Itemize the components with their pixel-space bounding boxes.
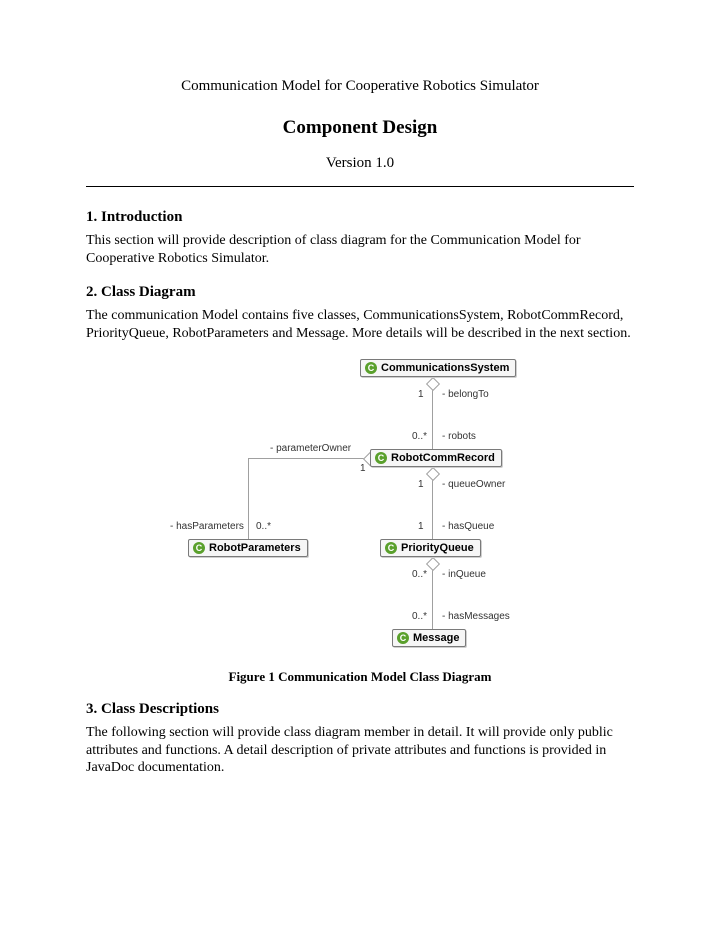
multiplicity-label: 0..* <box>412 569 427 580</box>
section-1-heading: 1. Introduction <box>86 209 634 226</box>
section-1-body: This section will provide description of… <box>86 232 634 268</box>
multiplicity-label: 1 <box>418 521 424 532</box>
class-priority-queue: C PriorityQueue <box>380 539 481 557</box>
document-page: Communication Model for Cooperative Robo… <box>0 0 720 932</box>
multiplicity-label: 1 <box>418 479 424 490</box>
class-name: Message <box>413 632 459 644</box>
class-robot-parameters: C RobotParameters <box>188 539 308 557</box>
role-label: - queueOwner <box>442 479 505 490</box>
connector-line <box>432 379 433 629</box>
class-communications-system: C CommunicationsSystem <box>360 359 516 377</box>
figure-caption: Figure 1 Communication Model Class Diagr… <box>86 669 634 685</box>
aggregation-diamond-icon <box>426 467 440 481</box>
class-message: C Message <box>392 629 466 647</box>
multiplicity-label: 0..* <box>412 431 427 442</box>
multiplicity-label: 0..* <box>256 521 271 532</box>
multiplicity-label: 1 <box>418 389 424 400</box>
class-icon: C <box>385 542 397 554</box>
role-label: - belongTo <box>442 389 489 400</box>
class-name: PriorityQueue <box>401 542 474 554</box>
role-label: - hasQueue <box>442 521 494 532</box>
role-label: - parameterOwner <box>270 443 351 454</box>
section-2-heading: 2. Class Diagram <box>86 284 634 301</box>
multiplicity-label: 1 <box>360 463 366 474</box>
role-label: - robots <box>442 431 476 442</box>
doc-version: Version 1.0 <box>86 155 634 172</box>
role-label: - hasMessages <box>442 611 510 622</box>
section-3-body: The following section will provide class… <box>86 724 634 778</box>
role-label: - inQueue <box>442 569 486 580</box>
aggregation-diamond-icon <box>426 557 440 571</box>
connector-line <box>248 458 370 459</box>
multiplicity-label: 0..* <box>412 611 427 622</box>
doc-subtitle: Communication Model for Cooperative Robo… <box>86 78 634 95</box>
class-name: RobotParameters <box>209 542 301 554</box>
role-label: - hasParameters <box>170 521 244 532</box>
class-icon: C <box>365 362 377 374</box>
uml-class-diagram: 1 - belongTo 0..* - robots 1 - queueOwne… <box>170 359 550 659</box>
class-name: RobotCommRecord <box>391 452 495 464</box>
class-robot-comm-record: C RobotCommRecord <box>370 449 502 467</box>
aggregation-diamond-icon <box>426 377 440 391</box>
section-3-heading: 3. Class Descriptions <box>86 701 634 718</box>
class-icon: C <box>193 542 205 554</box>
class-icon: C <box>397 632 409 644</box>
divider <box>86 186 634 187</box>
class-icon: C <box>375 452 387 464</box>
connector-line <box>248 458 249 539</box>
class-name: CommunicationsSystem <box>381 362 509 374</box>
section-2-body: The communication Model contains five cl… <box>86 307 634 343</box>
doc-title: Component Design <box>86 117 634 139</box>
